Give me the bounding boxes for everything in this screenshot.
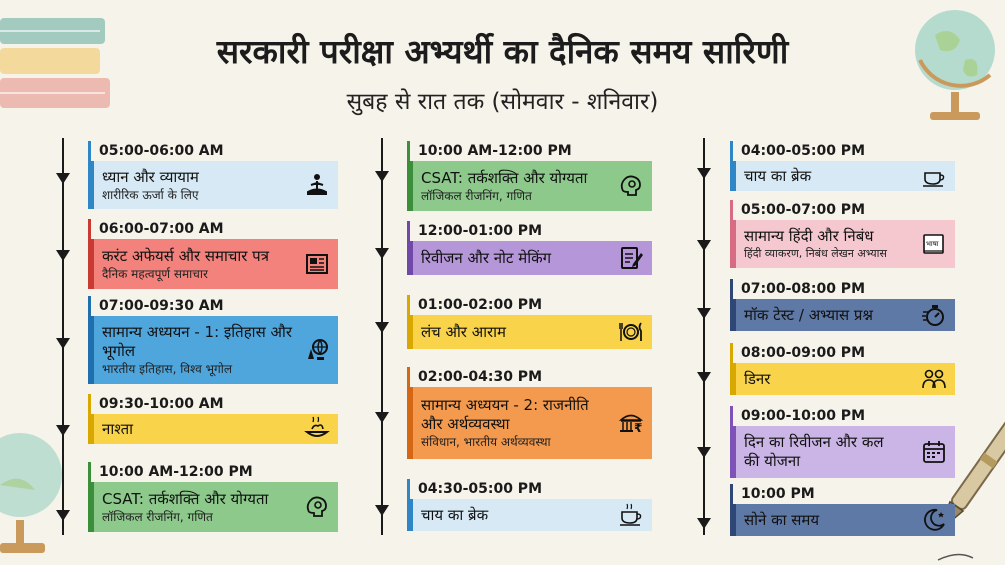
timeline-arrow <box>697 168 711 179</box>
activity-description: दैनिक महत्वपूर्ण समाचार <box>102 266 208 281</box>
schedule-item: 02:00-04:30 PM सामान्य अध्ययन - 2: राजनी… <box>407 367 652 459</box>
time-label: 09:30-10:00 AM <box>88 394 338 414</box>
books-illustration <box>0 18 110 108</box>
timeline-arrow <box>697 308 711 319</box>
schedule-item: 01:00-02:00 PM लंच और आराम <box>407 295 652 349</box>
activity-title: लंच और आराम <box>421 322 507 341</box>
timeline-arrow <box>697 372 711 383</box>
breakfast-icon <box>304 416 330 437</box>
timeline-arrow <box>56 425 70 436</box>
timeline-arrow <box>56 338 70 349</box>
calendar-icon <box>923 441 945 463</box>
timeline-arrow <box>375 322 389 333</box>
activity-description: शारीरिक ऊर्जा के लिए <box>102 187 199 202</box>
stopwatch-icon <box>922 305 944 326</box>
family-icon <box>922 369 946 389</box>
timeline-arrow <box>375 248 389 259</box>
activity-title: दिन का रिवीजन और कल की योजना <box>744 433 884 470</box>
timeline-line-3 <box>703 138 705 535</box>
schedule-item: 10:00 AM-12:00 PM CSAT: तर्कशक्ति और योग… <box>88 462 338 532</box>
schedule-item: 09:30-10:00 AM नाश्ता <box>88 394 338 444</box>
timeline-arrow <box>697 240 711 251</box>
hindi-book-icon: भाषा <box>923 234 944 254</box>
activity-description: हिंदी व्याकरण, निबंध लेखन अभ्यास <box>744 246 887 260</box>
time-label: 10:00 AM-12:00 PM <box>407 141 652 161</box>
timeline-arrow <box>375 171 389 182</box>
schedule-item: 08:00-09:00 PM डिनर <box>730 343 955 395</box>
time-label: 10:00 AM-12:00 PM <box>88 462 338 482</box>
activity-title: रिवीजन और नोट मेकिंग <box>421 248 552 267</box>
schedule-item: 12:00-01:00 PM रिवीजन और नोट मेकिंग <box>407 221 652 275</box>
time-label: 01:00-02:00 PM <box>407 295 652 315</box>
page-subtitle: सुबह से रात तक (सोमवार - शनिवार) <box>346 89 659 115</box>
time-label: 12:00-01:00 PM <box>407 221 652 241</box>
activity-title: सोने का समय <box>744 510 820 529</box>
activity-title: CSAT: तर्कशक्ति और योग्यता <box>102 489 269 508</box>
time-label: 10:00 PM <box>730 484 955 504</box>
activity-title: CSAT: तर्कशक्ति और योग्यता <box>421 168 588 187</box>
plate-icon <box>619 322 642 341</box>
meditation-icon <box>307 174 327 195</box>
schedule-item: 04:00-05:00 PM चाय का ब्रेक <box>730 141 955 191</box>
activity-title: चाय का ब्रेक <box>421 505 489 524</box>
timeline-arrow <box>56 173 70 184</box>
notes-icon <box>621 247 643 269</box>
activity-title: चाय का ब्रेक <box>744 166 812 185</box>
newspaper-icon <box>306 254 328 274</box>
time-label: 04:00-05:00 PM <box>730 141 955 161</box>
tea-cup-icon <box>923 172 945 187</box>
schedule-item: 07:00-08:00 PM मॉक टेस्ट / अभ्यास प्रश्न <box>730 279 955 331</box>
page-title: सरकारी परीक्षा अभ्यर्थी का दैनिक समय सार… <box>216 32 789 71</box>
time-label: 02:00-04:30 PM <box>407 367 652 387</box>
schedule-item: 06:00-07:00 AM करंट अफेयर्स और समाचार पत… <box>88 219 338 289</box>
schedule-item: 10:00 PM सोने का समय <box>730 484 955 536</box>
tea-cup-icon <box>620 503 642 526</box>
time-label: 05:00-06:00 AM <box>88 141 338 161</box>
brain-gear-icon <box>306 496 327 517</box>
svg-text:₹: ₹ <box>634 421 642 435</box>
schedule-item: 05:00-07:00 PM सामान्य हिंदी और निबंध हि… <box>730 200 955 268</box>
brain-gear-icon <box>620 175 641 196</box>
timeline-arrow <box>697 447 711 458</box>
timeline-line-1 <box>62 138 64 535</box>
globe-icon <box>308 339 328 360</box>
timeline-arrow <box>697 518 711 529</box>
activity-title: नाश्ता <box>102 419 134 438</box>
activity-description: लॉजिकल रीजनिंग, गणित <box>102 509 213 524</box>
schedule-item: 04:30-05:00 PM चाय का ब्रेक <box>407 479 652 531</box>
time-label: 05:00-07:00 PM <box>730 200 955 220</box>
parliament-rupee-icon: ₹ <box>618 414 644 435</box>
time-label: 09:00-10:00 PM <box>730 406 955 426</box>
activity-title: सामान्य अध्ययन - 2: राजनीति और अर्थव्यवस… <box>421 396 589 433</box>
globe-illustration <box>915 10 995 120</box>
time-label: 06:00-07:00 AM <box>88 219 338 239</box>
activity-description: भारतीय इतिहास, विश्व भूगोल <box>102 362 233 376</box>
schedule-item: 09:00-10:00 PM दिन का रिवीजन और कल की यो… <box>730 406 955 478</box>
schedule-item: 05:00-06:00 AM ध्यान और व्यायाम शारीरिक … <box>88 141 338 209</box>
activity-title: करंट अफेयर्स और समाचार पत्र <box>102 246 269 265</box>
activity-description: लॉजिकल रीजनिंग, गणित <box>421 188 532 203</box>
activity-title: सामान्य हिंदी और निबंध <box>744 226 874 245</box>
time-label: 04:30-05:00 PM <box>407 479 652 499</box>
timeline-arrow <box>56 250 70 261</box>
svg-text:भाषा: भाषा <box>926 240 939 248</box>
time-label: 08:00-09:00 PM <box>730 343 955 363</box>
timeline-arrow <box>375 505 389 516</box>
schedule-item: 10:00 AM-12:00 PM CSAT: तर्कशक्ति और योग… <box>407 141 652 211</box>
schedule-item: 07:00-09:30 AM सामान्य अध्ययन - 1: इतिहा… <box>88 296 338 384</box>
time-label: 07:00-09:30 AM <box>88 296 338 316</box>
activity-description: संविधान, भारतीय अर्थव्यवस्था <box>421 435 551 449</box>
activity-title: ध्यान और व्यायाम <box>102 167 199 186</box>
globe-stand-illustration <box>0 433 62 553</box>
time-label: 07:00-08:00 PM <box>730 279 955 299</box>
activity-title: सामान्य अध्ययन - 1: इतिहास और भूगोल <box>102 323 292 360</box>
timeline-arrow <box>56 510 70 521</box>
activity-title: डिनर <box>744 369 771 388</box>
activity-title: मॉक टेस्ट / अभ्यास प्रश्न <box>744 305 874 324</box>
timeline-arrow <box>375 412 389 423</box>
timeline-line-2 <box>381 138 383 535</box>
moon-icon <box>924 508 945 531</box>
